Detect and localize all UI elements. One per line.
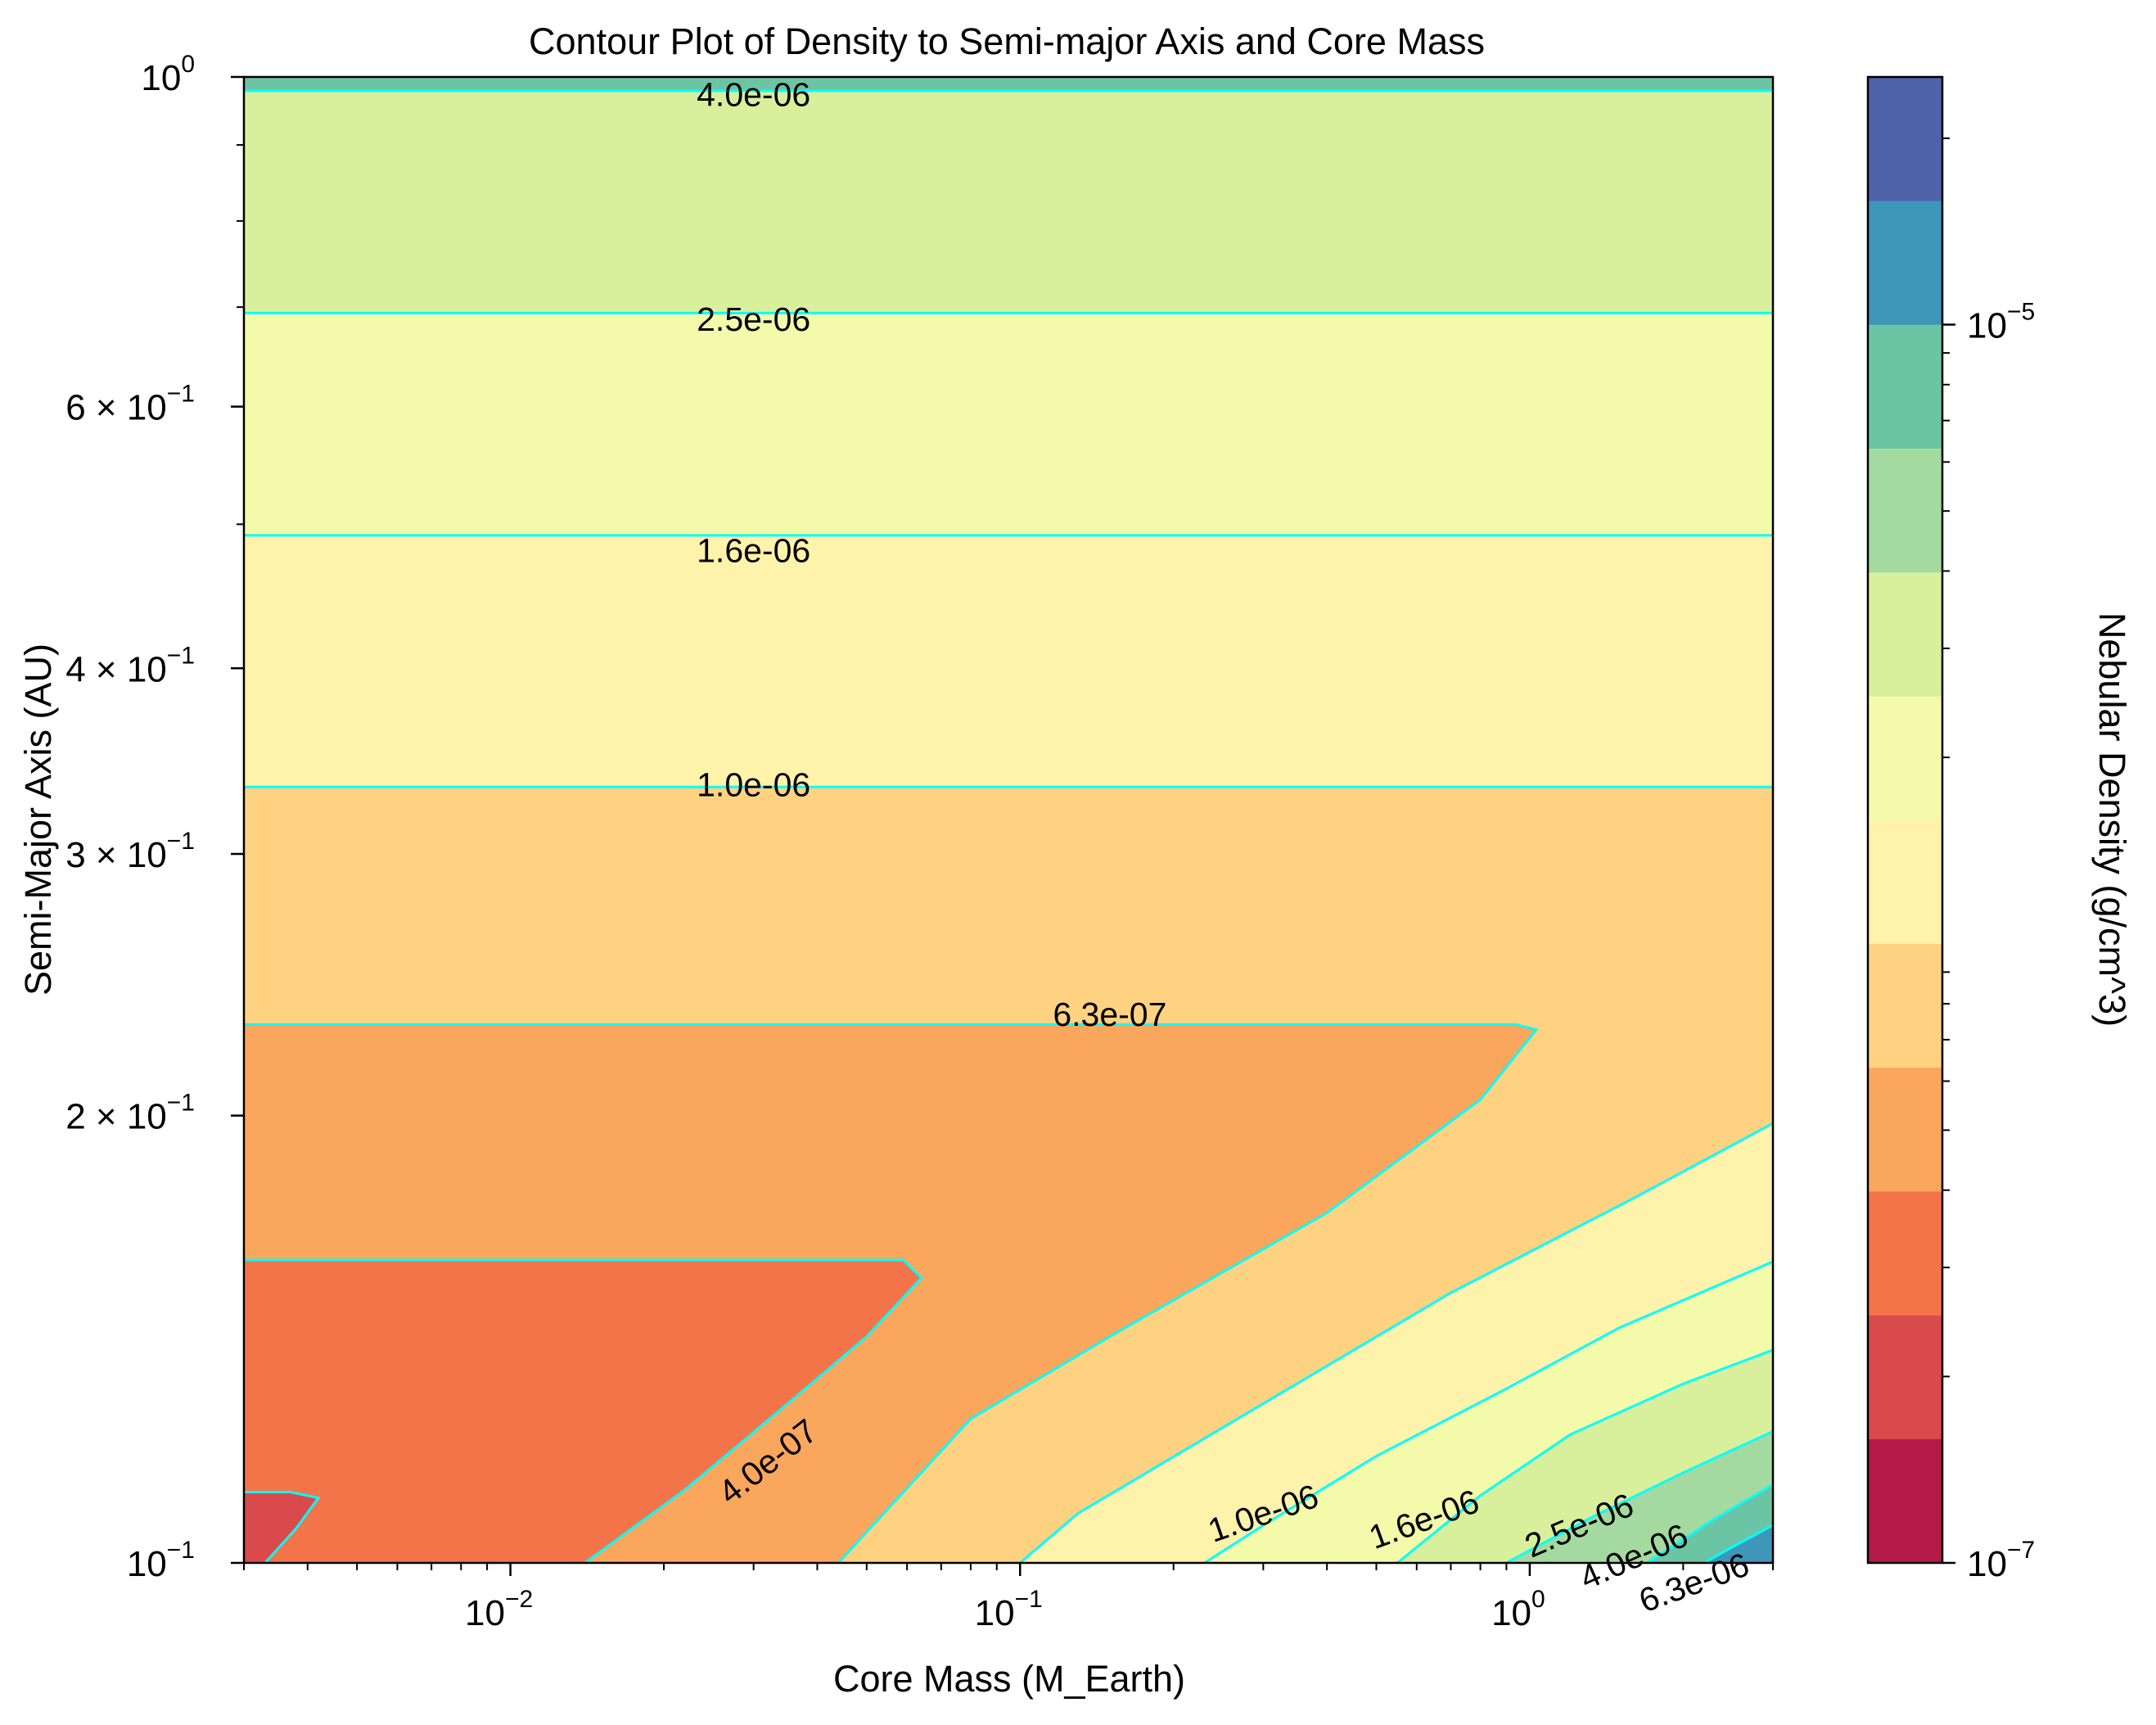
contour-line: [1505, 1430, 1773, 1563]
contour-region: [244, 90, 1773, 314]
y-tick-label: 4 × 10−1: [65, 642, 195, 689]
colorbar-segment: [1867, 1191, 1943, 1316]
contour-line: [1646, 1483, 1773, 1563]
contour-label: 2.5e-06: [697, 300, 810, 338]
contour-region: [244, 1260, 922, 1563]
colorbar-segment: [1867, 76, 1943, 201]
colorbar-segment: [1867, 324, 1943, 449]
colorbar-segment: [1867, 943, 1943, 1068]
contour-line: [1019, 1122, 1773, 1563]
colorbar-label: Nebular Density (g/cm^3): [2091, 612, 2133, 1027]
colorbar-segment: [1867, 1438, 1943, 1564]
colorbar: 10−7 10−5: [1866, 75, 2035, 1584]
colorbar-segment: [1867, 820, 1943, 945]
contour-line: [1396, 1348, 1773, 1563]
contour-region: [244, 313, 1773, 535]
contour-line: [244, 1258, 923, 1563]
y-tick-label: 3 × 10−1: [65, 828, 195, 875]
contour-label: 6.3e-07: [1053, 996, 1166, 1033]
x-tick-label: 10−1: [975, 1586, 1043, 1633]
y-axis: 10−1 2 × 10−1 3 × 10−1 4 × 10−1 6 × 10−1 100: [65, 51, 244, 1584]
y-axis-label: Semi-Major Axis (AU): [17, 643, 59, 996]
contour-line: [244, 1491, 321, 1563]
contour-label: 4.0e-06: [697, 76, 810, 114]
colorbar-segment: [1867, 695, 1943, 820]
y-tick-label: 6 × 10−1: [65, 381, 195, 428]
y-tick-label: 100: [141, 51, 195, 98]
colorbar-segment: [1867, 1315, 1943, 1439]
x-tick-label: 100: [1491, 1586, 1545, 1633]
contour-label: 1.0e-06: [697, 765, 810, 803]
y-tick-label: 10−1: [127, 1537, 195, 1584]
plot-frame: [242, 75, 1775, 1565]
x-tick-label: 10−2: [465, 1586, 533, 1633]
colorbar-tick-label: 10−5: [1967, 299, 2035, 346]
colorbar-segment: [1867, 200, 1943, 325]
contour-region: [244, 535, 1773, 788]
contour-fill-layer: [244, 77, 1773, 1563]
contour-region: [244, 1492, 318, 1563]
contour-line: [1203, 1260, 1773, 1563]
colorbar-segment: [1867, 571, 1943, 697]
colorbar-segment: [1867, 1067, 1943, 1192]
contour-line: [244, 1023, 1539, 1563]
colorbar-segment: [1867, 448, 1943, 573]
x-axis-label: Core Mass (M_Earth): [833, 1658, 1185, 1700]
colorbar-frame: [1866, 75, 1944, 1565]
x-axis: 10−2 10−1 100: [243, 1563, 1774, 1633]
colorbar-tick-label: 10−7: [1967, 1537, 2035, 1584]
contour-region: [244, 77, 1773, 91]
contour-line-layer: [244, 89, 1773, 1563]
y-tick-label: 2 × 10−1: [65, 1090, 195, 1137]
contour-line: [1703, 1524, 1773, 1563]
chart-title: Contour Plot of Density to Semi-major Ax…: [529, 20, 1485, 62]
contour-label: 1.6e-06: [697, 532, 810, 570]
